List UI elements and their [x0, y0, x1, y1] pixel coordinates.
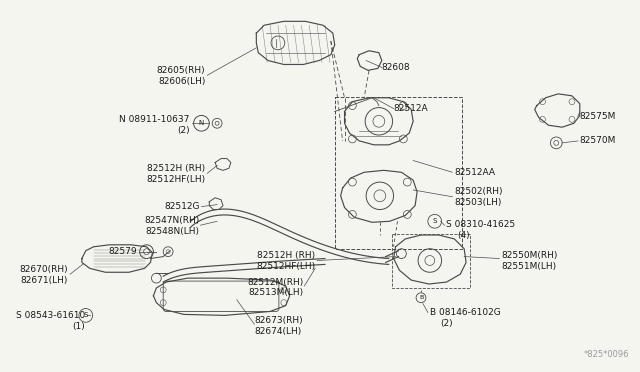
Text: (2): (2) — [177, 126, 189, 135]
Text: 82512A: 82512A — [394, 104, 428, 113]
Text: B 08146-6102G: B 08146-6102G — [430, 308, 500, 317]
Bar — [335, 97, 462, 249]
Text: 82575M: 82575M — [580, 112, 616, 121]
Text: 82674(LH): 82674(LH) — [254, 327, 301, 336]
Text: 82670(RH): 82670(RH) — [19, 265, 68, 274]
Text: 82551M(LH): 82551M(LH) — [501, 262, 557, 271]
Text: 82605(RH): 82605(RH) — [157, 66, 205, 75]
Text: 82671(LH): 82671(LH) — [20, 276, 68, 285]
Text: 82547N(RH): 82547N(RH) — [144, 216, 200, 225]
Text: 82579: 82579 — [108, 247, 137, 256]
Text: 82512H (RH): 82512H (RH) — [257, 251, 315, 260]
Text: S 08310-41625: S 08310-41625 — [445, 220, 515, 229]
Text: 82512G: 82512G — [164, 202, 200, 211]
Text: 82502(RH): 82502(RH) — [454, 187, 503, 196]
Text: S: S — [433, 218, 437, 224]
Text: N 08911-10637: N 08911-10637 — [119, 115, 189, 124]
Text: 82512M(RH): 82512M(RH) — [247, 278, 303, 286]
Text: 82606(LH): 82606(LH) — [158, 77, 205, 86]
Text: S 08543-61610: S 08543-61610 — [15, 311, 85, 320]
Text: *825*0096: *825*0096 — [583, 350, 629, 359]
Text: (1): (1) — [72, 322, 85, 331]
Text: 82570M: 82570M — [580, 137, 616, 145]
Text: (4): (4) — [457, 231, 470, 240]
Text: 82550M(RH): 82550M(RH) — [501, 251, 557, 260]
Text: 82512HF(LH): 82512HF(LH) — [256, 262, 315, 271]
Text: 82673(RH): 82673(RH) — [254, 316, 303, 325]
Text: 82513M(LH): 82513M(LH) — [248, 288, 303, 297]
Text: (2): (2) — [440, 319, 453, 328]
Bar — [392, 234, 470, 288]
Text: S: S — [84, 312, 88, 318]
Text: 82503(LH): 82503(LH) — [454, 198, 502, 207]
Text: 82608: 82608 — [382, 63, 410, 72]
Text: B: B — [419, 295, 423, 300]
Text: N: N — [199, 120, 204, 126]
Text: 82512HF(LH): 82512HF(LH) — [147, 174, 205, 184]
Text: 82512H (RH): 82512H (RH) — [147, 164, 205, 173]
Text: 82512AA: 82512AA — [454, 168, 495, 177]
Text: 82548N(LH): 82548N(LH) — [145, 227, 200, 235]
